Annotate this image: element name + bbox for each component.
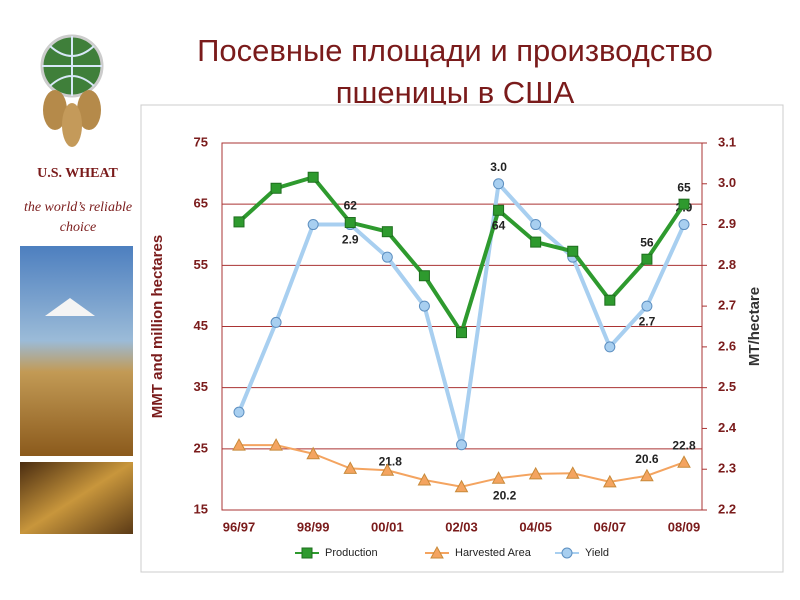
field-photo <box>20 246 133 456</box>
point <box>678 198 690 210</box>
point <box>602 474 617 488</box>
value-label: 2.9 <box>342 233 359 247</box>
value-label: 56 <box>640 235 654 249</box>
title: Посевные площади и производство пшеницы … <box>197 33 713 110</box>
x-tick-label: 02/03 <box>445 519 478 534</box>
y2-tick-label: 2.5 <box>718 379 736 394</box>
point <box>343 461 358 474</box>
point <box>454 479 469 493</box>
point <box>641 253 653 265</box>
legend-marker <box>430 545 444 559</box>
point <box>456 327 467 339</box>
mountain <box>45 298 95 316</box>
point <box>233 216 245 228</box>
point <box>493 178 505 190</box>
logo-lines <box>42 36 102 96</box>
x-tick-label: 08/09 <box>668 519 701 534</box>
value-label: 20.2 <box>493 488 517 502</box>
logo-leaf <box>43 90 67 130</box>
legend-label: Harvested Area <box>455 547 532 559</box>
chart-panel <box>140 104 784 573</box>
tagline: the world’s reliable choice <box>23 200 133 235</box>
sidebar-art <box>20 34 133 534</box>
value-label: 64 <box>492 218 506 232</box>
value-label: 2.7 <box>639 314 656 328</box>
y-tick-label: 45 <box>194 318 208 333</box>
point <box>270 182 282 194</box>
point <box>270 316 282 328</box>
y-tick-label: 25 <box>194 440 208 455</box>
y2-tick-label: 3.1 <box>718 134 736 149</box>
x-tick-label: 98/99 <box>297 519 330 534</box>
y2-tick-label: 2.7 <box>718 298 736 313</box>
brand: U.S. WHEAT <box>37 166 118 181</box>
point <box>677 455 691 468</box>
point <box>344 217 356 229</box>
point <box>269 438 283 451</box>
point <box>306 446 321 460</box>
y-tick-label: 15 <box>194 501 208 516</box>
point <box>380 463 395 476</box>
y-axis-label: MMT and million hectares <box>149 235 166 418</box>
y-tick-label: 35 <box>194 379 208 394</box>
point <box>381 251 393 263</box>
value-label: 21.8 <box>379 455 403 469</box>
legend-label: Production <box>325 547 378 559</box>
y2-tick-label: 2.3 <box>718 461 736 476</box>
value-label: 22.8 <box>672 438 696 452</box>
y-tick-label: 55 <box>194 257 208 272</box>
point <box>418 300 430 312</box>
point <box>678 219 690 231</box>
legend-label: Yield <box>585 547 609 559</box>
y2-tick-label: 2.4 <box>718 420 737 435</box>
point <box>307 219 319 231</box>
point <box>418 270 430 282</box>
point <box>604 341 616 353</box>
value-label: 3.0 <box>490 160 507 174</box>
x-tick-label: 00/01 <box>371 519 404 534</box>
point <box>567 245 579 257</box>
y2-tick-label: 3.0 <box>718 175 736 190</box>
point <box>456 439 467 451</box>
point <box>381 226 393 238</box>
point <box>493 204 505 216</box>
legend-marker <box>561 547 573 559</box>
point <box>491 471 506 484</box>
grain-photo <box>20 462 133 534</box>
x-tick-label: 96/97 <box>223 519 256 534</box>
x-tick-label: 06/07 <box>594 519 627 534</box>
plot-frame <box>221 142 703 511</box>
legend-marker <box>301 547 313 559</box>
point <box>604 294 616 306</box>
point <box>565 466 580 479</box>
point <box>528 466 543 480</box>
y2-tick-label: 2.9 <box>718 216 736 231</box>
value-label: 20.6 <box>635 452 659 466</box>
point <box>640 468 654 482</box>
point <box>641 300 653 312</box>
point <box>417 472 432 486</box>
point <box>530 219 542 231</box>
x-tick-label: 04/05 <box>519 519 552 534</box>
logo-leaf <box>77 90 101 130</box>
point <box>233 406 245 418</box>
value-label: 62 <box>344 199 358 213</box>
y2-tick-label: 2.6 <box>718 338 736 353</box>
y-tick-label: 75 <box>194 134 208 149</box>
point <box>232 438 246 451</box>
y2-tick-label: 2.8 <box>718 257 736 272</box>
value-label: 65 <box>677 180 691 194</box>
y2-tick-label: 2.2 <box>718 501 736 516</box>
point <box>530 236 542 248</box>
logo-leaf <box>62 103 82 147</box>
y2-axis-label: MT/hectare <box>746 287 763 366</box>
point <box>307 171 319 183</box>
y-tick-label: 65 <box>194 196 208 211</box>
